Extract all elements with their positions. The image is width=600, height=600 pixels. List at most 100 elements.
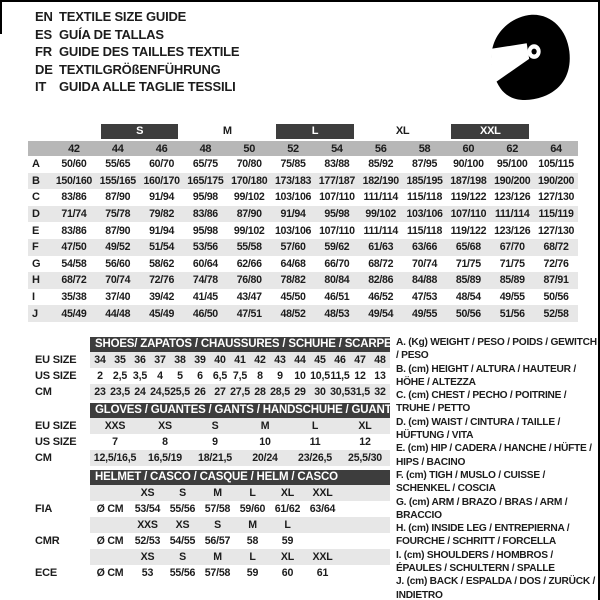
helmet-table-title: HELMET / CASCO / CASQUE / HELM / CASCO xyxy=(90,470,390,485)
measurement-cell: 160/170 xyxy=(139,172,184,190)
row-label: EU SIZE xyxy=(35,354,77,366)
measurement-cell: 70/74 xyxy=(95,272,140,289)
value-cell: 6,5 xyxy=(212,370,228,382)
value-cell: 42 xyxy=(254,354,266,366)
measurement-cell: 87/95 xyxy=(412,158,438,171)
size-number-cell: 52 xyxy=(271,141,315,156)
measurement-cell: 68/72 xyxy=(52,272,96,289)
value-cell: 44 xyxy=(294,354,306,366)
measurement-cell: 46/50 xyxy=(183,305,228,322)
value-cell: 25,5/30 xyxy=(348,452,382,464)
measurement-cell: 53/56 xyxy=(183,238,228,256)
value-cell: 28 xyxy=(254,386,266,398)
size-cell: L xyxy=(284,519,291,531)
size-cell: M xyxy=(213,551,222,563)
value-cell: 23 xyxy=(94,386,106,398)
measurement-cell: 49/55 xyxy=(402,305,447,322)
row-label: CM xyxy=(35,452,52,464)
value-cell: 11 xyxy=(309,436,321,448)
size-cell: XXL xyxy=(312,551,333,563)
value-cell: 58 xyxy=(246,535,259,547)
value-cell: 9 xyxy=(277,370,283,382)
measurement-cell: 79/82 xyxy=(139,205,184,223)
value-cell: 59/60 xyxy=(239,503,266,515)
size-cell: XS xyxy=(175,519,190,531)
mini-table-row: US SIZE 7 8 9 10 11 12 xyxy=(30,434,390,450)
helmet-values-row: ECE Ø CM 53 55/56 57/58 59 60 61 xyxy=(30,565,390,581)
value-cell: 26 xyxy=(194,386,206,398)
measurement-cell: 185/195 xyxy=(402,172,447,190)
measurement-cell: 103/106 xyxy=(274,224,312,237)
row-label: CM xyxy=(35,386,52,398)
mini-table-row: US SIZE 2 2,5 3,5 4 5 6 6,5 7,5 8 9 10 10,5 11,5 12 13 xyxy=(30,368,390,384)
size-number-cell: 56 xyxy=(358,141,403,156)
measurement-cell: 111/114 xyxy=(363,224,398,237)
value-cell: 48 xyxy=(374,354,386,366)
language-row: FR GUIDE DES TAILLES TEXTILE xyxy=(35,43,240,61)
size-group-label: L xyxy=(276,124,354,139)
value-cell: 36 xyxy=(134,354,146,366)
measurement-cell: 50/56 xyxy=(543,291,569,304)
value-cell: 24 xyxy=(134,386,146,398)
row-letter: J xyxy=(28,305,52,322)
measurement-cell: 47/53 xyxy=(412,291,438,304)
value-cell: 6 xyxy=(197,370,203,382)
value-cell: 12,5/16,5 xyxy=(93,452,137,464)
language-row: DE TEXTILGRÖßENFÜHRUNG xyxy=(35,61,239,79)
measurement-cell: 127/130 xyxy=(537,224,575,237)
value-cell: 30,5 xyxy=(330,386,350,398)
size-number-cell: 42 xyxy=(52,141,96,156)
value-cell: 25,5 xyxy=(170,386,190,398)
measurement-cell: 35/38 xyxy=(61,291,87,304)
measurement-cell: 85/89 xyxy=(490,272,535,289)
value-cell: 63/64 xyxy=(309,503,336,515)
value-cell: M xyxy=(260,420,270,432)
measurement-cell: 190/200 xyxy=(534,172,578,190)
legend-item: H. (cm) INSIDE LEG / ENTREPIERNA / FOURC… xyxy=(396,523,570,548)
value-cell: 12 xyxy=(359,436,371,448)
row-letter: H xyxy=(28,272,52,289)
measurement-cell: 85/92 xyxy=(368,158,394,171)
measurement-cell: 59/62 xyxy=(314,238,359,256)
value-cell: 27,5 xyxy=(230,386,250,398)
measurement-cell: 44/48 xyxy=(95,305,140,322)
measurement-cell: 107/110 xyxy=(446,205,491,223)
measurement-cell: 71/75 xyxy=(455,257,481,270)
measurement-cell: 63/66 xyxy=(402,238,447,256)
size-number-cell: 48 xyxy=(183,141,228,156)
language-row: ES GUÍA DE TALLAS xyxy=(35,26,239,44)
language-title: TEXTILGRÖßENFÜHRUNG xyxy=(59,61,221,77)
language-code: IT xyxy=(35,79,47,94)
value-cell: 10 xyxy=(294,370,306,382)
shoes-table-title: SHOES/ ZAPATOS / CHAUSSURES / SCHUHE / S… xyxy=(90,337,392,352)
standard-label: ECE xyxy=(35,567,58,579)
measurement-cell: 65/68 xyxy=(446,238,491,256)
size-cell: S xyxy=(179,487,186,499)
value-cell: 60 xyxy=(281,567,294,579)
size-cell: L xyxy=(249,551,256,563)
value-cell: 7,5 xyxy=(232,370,248,382)
size-group-cell: XL xyxy=(359,124,447,141)
helmet-sizes-row: XS S M L XL XXL xyxy=(30,485,390,501)
measurement-cell: 95/98 xyxy=(192,224,218,237)
measurement-cell: 39/42 xyxy=(149,291,175,304)
language-title: GUÍA DE TALLAS xyxy=(59,26,164,42)
measurement-cell: 75/85 xyxy=(280,158,306,171)
measurement-cell: 115/118 xyxy=(407,224,443,237)
value-cell: 3,5 xyxy=(132,370,148,382)
measurement-cell: 70/80 xyxy=(236,158,262,171)
measurement-cell: 68/72 xyxy=(368,257,394,270)
row-cells: 2 2,5 3,5 4 5 6 6,5 7,5 8 9 10 10,5 11,5 12 13 xyxy=(90,368,390,384)
measurement-cell: 83/86 xyxy=(183,205,228,223)
measurement-cell: 51/54 xyxy=(139,238,184,256)
row-letter: B xyxy=(28,172,52,190)
language-row: EN TEXTILE SIZE GUIDE xyxy=(35,8,239,26)
row-cells: Ø CM 53 55/56 57/58 59 60 61 xyxy=(90,565,390,581)
value-cell: 35 xyxy=(114,354,126,366)
measurement-cell: 47/50 xyxy=(52,238,96,256)
language-row: IT GUIDA ALLE TAGLIE TESSILI xyxy=(35,78,239,96)
row-letter: I xyxy=(32,291,35,304)
row-cells: Ø CM 53/54 55/56 57/58 59/60 61/62 63/64 xyxy=(90,501,390,517)
textile-size-table: S M L XL XXL 42 44 46 48 50 52 54 56 58 60 62 64 A 50/60 5… xyxy=(28,124,578,322)
measurement-cell: 83/88 xyxy=(324,158,350,171)
